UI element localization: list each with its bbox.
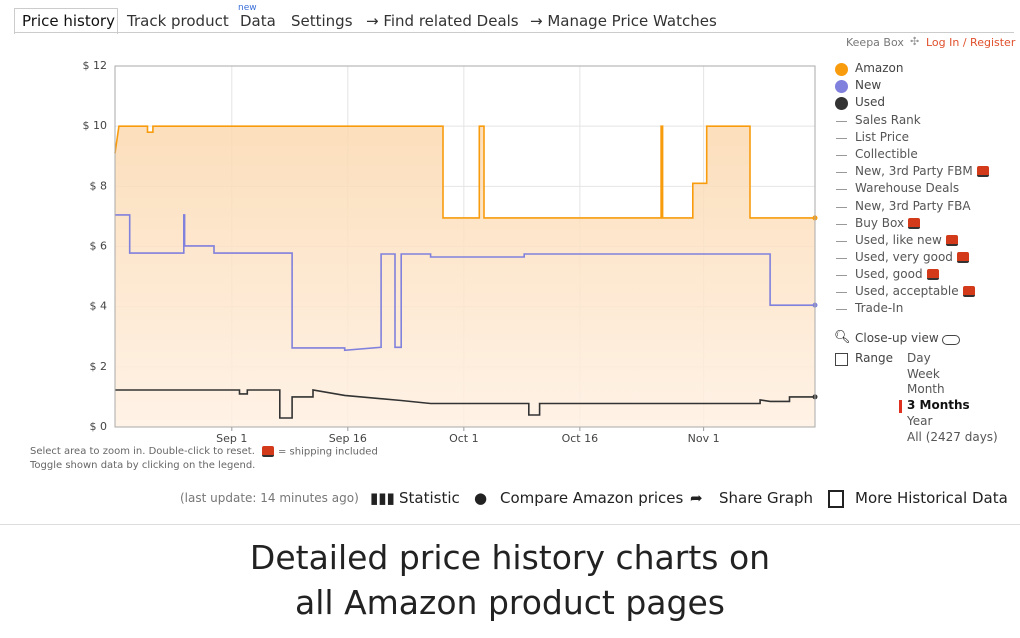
legend-label[interactable]: Trade-In bbox=[855, 301, 904, 316]
range-option[interactable]: Year bbox=[907, 413, 933, 428]
legend-dash bbox=[836, 274, 847, 276]
toggle[interactable] bbox=[942, 335, 960, 345]
legend-label[interactable]: New, 3rd Party FBA bbox=[855, 198, 971, 213]
caption-line: Detailed price history charts on bbox=[249, 538, 771, 577]
legend-dot bbox=[835, 63, 848, 76]
new-badge: new bbox=[238, 3, 257, 13]
truck-icon bbox=[976, 166, 989, 178]
copy-icon bbox=[828, 490, 844, 508]
range-marker bbox=[899, 400, 902, 414]
legend-dot bbox=[835, 80, 848, 93]
legend-label[interactable]: List Price bbox=[855, 130, 910, 145]
tab[interactable]: Settings bbox=[291, 12, 353, 30]
series-line bbox=[114, 125, 815, 219]
x-tick-label: Sep 16 bbox=[329, 432, 367, 445]
legend-dash bbox=[836, 240, 847, 242]
x-tick-label: Oct 16 bbox=[562, 432, 599, 445]
y-tick-label: $ 6 bbox=[90, 240, 108, 253]
truck-icon bbox=[262, 446, 274, 457]
more-button[interactable]: More Historical Data bbox=[855, 489, 1008, 507]
search-icon: 🔍︎ bbox=[834, 330, 851, 345]
caption-line: all Amazon product pages bbox=[295, 583, 725, 622]
tab[interactable]: Data bbox=[240, 12, 276, 30]
x-tick-label: Oct 1 bbox=[449, 432, 479, 445]
x-tick-label: Nov 1 bbox=[688, 432, 720, 445]
legend-dash bbox=[836, 138, 847, 140]
hint: Select area to zoom in. Double-click to … bbox=[30, 446, 255, 457]
globe-icon: ● bbox=[474, 489, 488, 507]
tab-rule bbox=[14, 32, 1014, 33]
legend-dash bbox=[836, 292, 847, 293]
login-link[interactable]: Log In / Register bbox=[926, 36, 1016, 49]
area-fill bbox=[115, 126, 815, 427]
tab[interactable]: → Find related Deals bbox=[366, 12, 519, 30]
series-line bbox=[115, 389, 815, 419]
y-tick-label: $ 10 bbox=[83, 119, 108, 132]
y-tick-label: $ 2 bbox=[90, 360, 108, 373]
y-tick-label: $ 0 bbox=[90, 420, 108, 433]
legend-label[interactable]: New bbox=[855, 78, 882, 92]
y-tick-label: $ 8 bbox=[90, 179, 108, 192]
legend-dash bbox=[836, 121, 847, 122]
legend-dash bbox=[836, 155, 847, 157]
y-tick-label: $ 4 bbox=[90, 300, 108, 313]
y-tick-label: $ 12 bbox=[83, 59, 108, 72]
share-icon: ➦ bbox=[690, 489, 703, 507]
hint: = shipping included bbox=[278, 446, 378, 458]
chart: $ 0 $ 2 $ 4 $ 6 $ 8 $ 10 $ 12 Sep 1 Sep 16 Oct 1 O… bbox=[83, 59, 818, 445]
legend-dash bbox=[836, 206, 847, 208]
legend-label[interactable]: Used bbox=[855, 95, 886, 109]
range-label: Range bbox=[855, 351, 894, 365]
legend-dash bbox=[836, 189, 847, 191]
statistic-button[interactable]: Statistic bbox=[399, 489, 460, 507]
compare-button[interactable]: Compare Amazon prices bbox=[500, 489, 684, 507]
range-option[interactable]: All (2427 days) bbox=[907, 429, 998, 444]
share-button[interactable]: Share Graph bbox=[719, 489, 814, 507]
legend-dot bbox=[835, 97, 848, 110]
tab[interactable]: → Manage Price Watches bbox=[530, 12, 717, 30]
legend-dash bbox=[836, 223, 847, 225]
legend-label[interactable]: Warehouse Deals bbox=[855, 181, 960, 196]
truck-icon bbox=[956, 251, 969, 263]
legend-label[interactable]: Used, acceptable bbox=[855, 284, 975, 298]
separator bbox=[0, 524, 1020, 525]
stat-icon: ▮▮▮ bbox=[370, 489, 395, 507]
legend-label[interactable]: Used, very good bbox=[855, 250, 969, 264]
truck-icon bbox=[908, 217, 921, 229]
keepa-box[interactable]: Keepa Box bbox=[846, 36, 904, 49]
truck-icon bbox=[962, 286, 975, 297]
separator-icon: ✣ bbox=[910, 35, 920, 48]
hint: Toggle shown data by clicking on the leg… bbox=[30, 460, 256, 471]
x-tick-label: Sep 1 bbox=[216, 432, 247, 445]
last-update: (last update: 14 minutes ago) bbox=[180, 491, 359, 505]
legend-dash bbox=[836, 309, 847, 311]
legend-label[interactable]: Collectible bbox=[855, 147, 918, 162]
legend-dash bbox=[836, 257, 847, 259]
range-option-selected[interactable]: 3 Months bbox=[907, 398, 970, 413]
legend-label[interactable]: Buy Box bbox=[855, 216, 921, 230]
hint: = shipping included bbox=[262, 446, 378, 458]
legend-label[interactable]: Used, like new bbox=[855, 233, 958, 247]
series-line bbox=[115, 214, 815, 352]
legend-dash bbox=[836, 172, 847, 174]
legend-label[interactable]: Amazon bbox=[855, 61, 904, 75]
calendar-icon bbox=[835, 353, 848, 366]
range-option[interactable]: Month bbox=[907, 382, 945, 397]
tab[interactable]: Price history bbox=[22, 12, 115, 30]
legend-label[interactable]: New, 3rd Party FBM bbox=[855, 164, 989, 178]
active-tab-box bbox=[14, 8, 118, 34]
range-option[interactable]: Day bbox=[907, 351, 931, 365]
tab[interactable]: Track product bbox=[127, 12, 229, 30]
closeup-label[interactable]: Close-up view bbox=[855, 331, 939, 345]
legend-label[interactable]: Used, good bbox=[855, 267, 939, 281]
range-option[interactable]: Week bbox=[907, 366, 940, 381]
legend-label[interactable]: Sales Rank bbox=[855, 113, 921, 127]
plot-border bbox=[114, 65, 816, 428]
truck-icon bbox=[945, 234, 958, 246]
truck-icon bbox=[926, 268, 939, 280]
